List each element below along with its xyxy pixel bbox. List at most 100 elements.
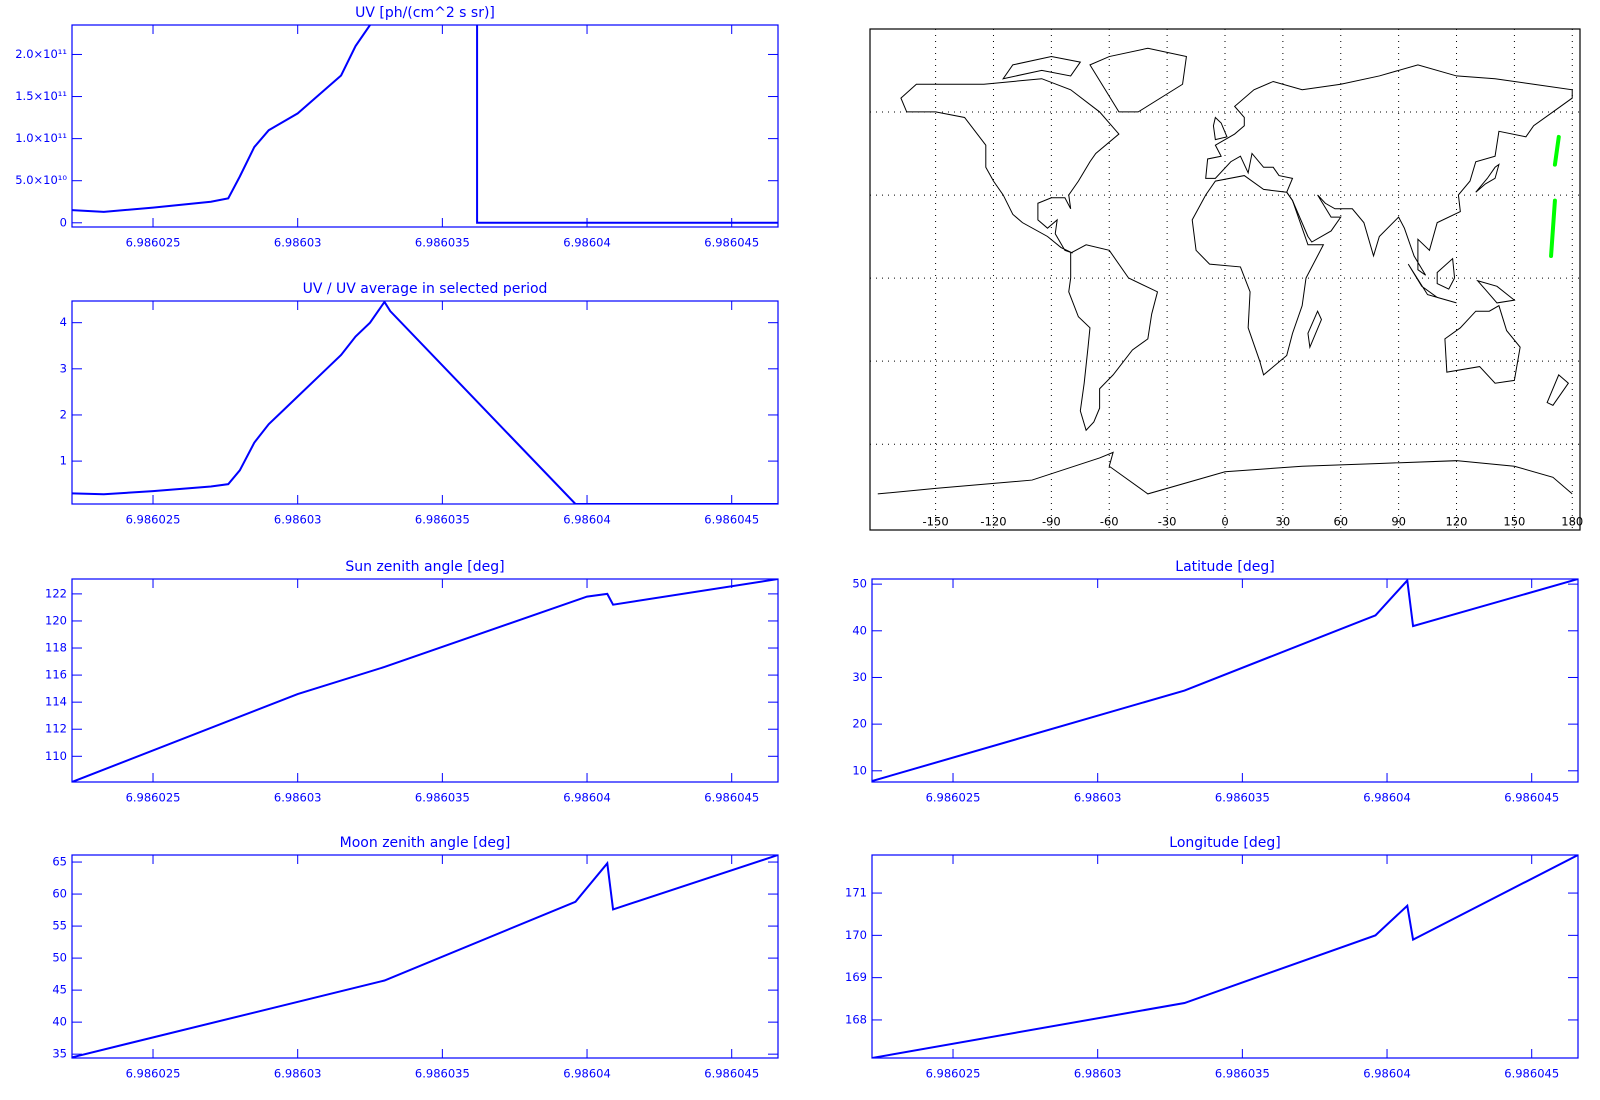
y-tick-label: 2.0×10¹¹ — [15, 47, 67, 61]
coastlines — [878, 48, 1572, 494]
x-tick-label: 6.986045 — [704, 513, 759, 527]
y-tick-label: 116 — [45, 668, 67, 682]
x-tick-label: 120 — [1446, 515, 1468, 529]
plot-frame — [71, 24, 779, 228]
x-tick-label: 6.986035 — [1215, 791, 1270, 805]
x-tick-label: 6.98604 — [563, 236, 611, 250]
x-tick-label: -90 — [1042, 515, 1061, 529]
new-zealand — [1547, 375, 1568, 405]
x-tick-label: 60 — [1333, 515, 1348, 529]
data-line — [72, 25, 778, 224]
y-tick-label: 3 — [60, 361, 67, 375]
plot-frame — [71, 854, 779, 1059]
data-line — [72, 579, 778, 782]
x-tick-label: 6.98604 — [1363, 791, 1411, 805]
x-tick-label: 6.986025 — [926, 791, 981, 805]
y-tick-label: 5.0×10¹⁰ — [15, 173, 67, 187]
x-tick-label: 6.986045 — [1504, 791, 1559, 805]
data-line — [872, 579, 1578, 782]
data-line — [1549, 134, 1561, 258]
y-tick-label: 169 — [845, 970, 867, 984]
south-america — [1069, 245, 1158, 430]
x-tick-label: 6.98604 — [563, 791, 611, 805]
x-tick-label: 6.98603 — [274, 236, 322, 250]
japan — [1476, 165, 1499, 193]
chart-title: Longitude [deg] — [1169, 835, 1280, 851]
x-tick-label: 6.986035 — [1215, 1067, 1270, 1081]
chart-title: Moon zenith angle [deg] — [340, 835, 511, 851]
chart-title: UV [ph/(cm^2 s sr)] — [355, 5, 495, 21]
x-tick-label: 6.98603 — [1074, 1067, 1122, 1081]
data-line — [72, 855, 778, 1058]
x-tick-label: 0 — [1221, 515, 1228, 529]
madagascar — [1308, 311, 1322, 347]
plot-frame — [71, 578, 779, 783]
chart-title: Latitude [deg] — [1175, 559, 1274, 575]
x-tick-label: 150 — [1503, 515, 1525, 529]
africa — [1192, 176, 1323, 375]
y-tick-label: 65 — [52, 855, 67, 869]
x-tick-label: 6.986045 — [1504, 1067, 1559, 1081]
x-tick-label: 6.98603 — [274, 791, 322, 805]
x-tick-label: 6.986025 — [126, 1067, 181, 1081]
y-tick-label: 50 — [52, 951, 67, 965]
y-tick-label: 1 — [60, 454, 67, 468]
australia — [1445, 306, 1520, 384]
arctic-islands — [1003, 57, 1080, 79]
x-tick-label: 6.98603 — [1074, 791, 1122, 805]
y-tick-label: 50 — [852, 577, 867, 591]
plot-frame — [71, 300, 779, 505]
y-tick-label: 10 — [852, 763, 867, 777]
data-line — [872, 855, 1578, 1058]
y-tick-label: 110 — [45, 749, 67, 763]
antarctica — [878, 452, 1572, 494]
x-tick-label: 6.986035 — [415, 513, 470, 527]
chart-title: UV / UV average in selected period — [303, 281, 548, 297]
y-tick-label: 0 — [60, 215, 67, 229]
y-tick-label: 30 — [852, 670, 867, 684]
data-line — [72, 301, 778, 504]
y-tick-label: 171 — [845, 886, 867, 900]
y-tick-label: 168 — [845, 1012, 867, 1026]
x-tick-label: -30 — [1158, 515, 1177, 529]
x-tick-label: 6.98603 — [274, 513, 322, 527]
y-tick-label: 35 — [52, 1047, 67, 1061]
y-tick-label: 55 — [52, 919, 67, 933]
y-tick-label: 122 — [45, 586, 67, 600]
y-tick-label: 20 — [852, 717, 867, 731]
x-tick-label: 6.986035 — [415, 236, 470, 250]
y-tick-label: 1.0×10¹¹ — [15, 131, 67, 145]
x-tick-label: 180 — [1561, 515, 1583, 529]
y-tick-label: 40 — [52, 1015, 67, 1029]
x-tick-label: 6.986045 — [704, 1067, 759, 1081]
greenland — [1090, 48, 1186, 112]
y-tick-label: 60 — [52, 887, 67, 901]
x-tick-label: -120 — [980, 515, 1006, 529]
x-tick-label: 6.986025 — [926, 1067, 981, 1081]
x-tick-label: 6.986025 — [126, 791, 181, 805]
y-tick-label: 40 — [852, 623, 867, 637]
map-frame — [869, 28, 1581, 531]
british-isles — [1213, 117, 1227, 139]
y-tick-label: 2 — [60, 407, 67, 421]
x-tick-label: 6.986045 — [704, 236, 759, 250]
plot-frame — [871, 854, 1579, 1059]
y-tick-label: 170 — [845, 928, 867, 942]
x-tick-label: -150 — [923, 515, 949, 529]
x-tick-label: 6.98604 — [563, 1067, 611, 1081]
y-tick-label: 114 — [45, 695, 67, 709]
plot-frame — [871, 578, 1579, 783]
y-tick-label: 1.5×10¹¹ — [15, 89, 67, 103]
indonesia — [1408, 259, 1514, 303]
x-tick-label: 6.986035 — [415, 791, 470, 805]
y-tick-label: 120 — [45, 613, 67, 627]
y-tick-label: 112 — [45, 722, 67, 736]
x-tick-label: 6.986045 — [704, 791, 759, 805]
y-tick-label: 4 — [60, 315, 67, 329]
x-tick-label: 6.986035 — [415, 1067, 470, 1081]
x-tick-label: -60 — [1100, 515, 1119, 529]
x-tick-label: 6.98604 — [1363, 1067, 1411, 1081]
eurasia — [1206, 65, 1573, 275]
x-tick-label: 6.98604 — [563, 513, 611, 527]
